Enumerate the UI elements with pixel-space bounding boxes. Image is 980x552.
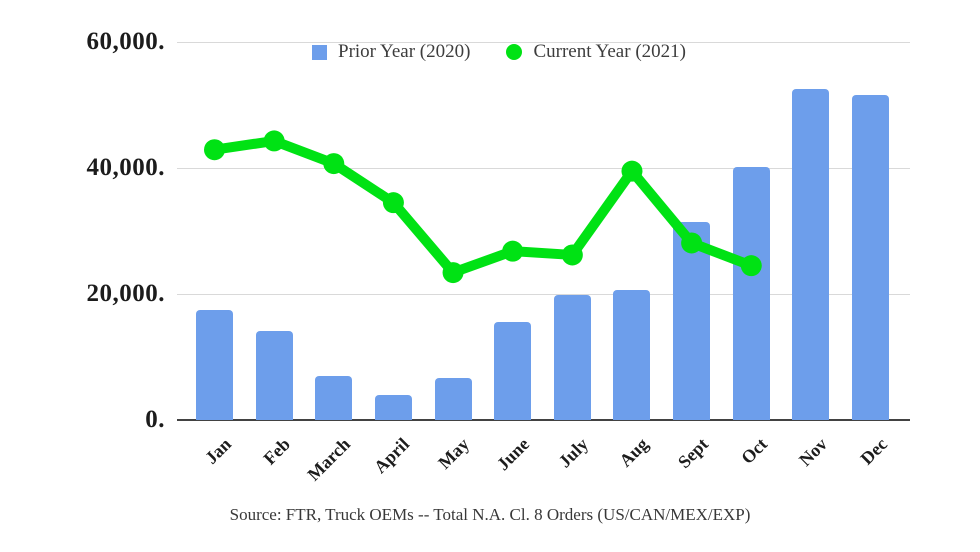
x-label-dec: Dec	[855, 433, 891, 469]
prior-year-swatch-icon	[312, 44, 327, 60]
x-label-sept: Sept	[673, 433, 712, 473]
legend-label-prior-year: Prior Year (2020)	[338, 41, 471, 62]
line-point-oct	[740, 255, 762, 277]
chart-legend: Prior Year (2020) Current Year (2021)	[312, 42, 686, 62]
grid-line-60000	[177, 42, 910, 43]
line-point-march	[323, 153, 345, 175]
x-axis-line	[177, 419, 910, 421]
y-tick-label-20000: 20,000.	[86, 280, 165, 307]
x-label-july: July	[554, 433, 593, 472]
y-tick-label-40000: 40,000.	[86, 154, 165, 181]
bar-feb	[255, 331, 293, 420]
y-tick-label-60000: 60,000.	[86, 28, 165, 55]
line-point-may	[442, 262, 464, 284]
bar-nov	[792, 89, 830, 420]
legend-label-current-year: Current Year (2021)	[533, 41, 686, 62]
x-label-april: April	[370, 433, 414, 478]
bar-dec	[852, 94, 890, 420]
x-label-nov: Nov	[794, 433, 831, 470]
line-point-july	[561, 244, 583, 266]
current-year-line	[209, 135, 757, 278]
bar-june	[494, 322, 532, 420]
line-point-sept	[681, 232, 703, 254]
x-label-may: May	[434, 433, 474, 473]
grid-line-20000	[177, 294, 910, 295]
bar-march	[315, 375, 353, 420]
x-label-march: March	[303, 433, 354, 485]
line-point-feb	[263, 130, 285, 152]
line-point-june	[502, 240, 524, 262]
line-point-jan	[204, 139, 225, 161]
bar-may	[434, 378, 472, 420]
grid-line-40000	[177, 168, 910, 169]
x-label-feb: Feb	[259, 433, 295, 469]
x-label-aug: Aug	[615, 433, 653, 471]
bar-july	[553, 295, 591, 420]
current-year-swatch-icon	[506, 44, 523, 60]
line-point-aug	[621, 160, 643, 182]
source-note: Source: FTR, Truck OEMs -- Total N.A. Cl…	[229, 505, 751, 524]
bar-oct	[732, 167, 770, 420]
legend-item-prior-year: Prior Year (2020)	[312, 42, 470, 62]
x-label-oct: Oct	[737, 433, 772, 468]
current-year-line-layer	[204, 130, 762, 284]
bar-april	[374, 394, 412, 420]
line-point-april	[382, 192, 404, 214]
x-label-jan: Jan	[200, 433, 235, 468]
bar-jan	[196, 310, 233, 420]
y-tick-label-0: 0.	[145, 406, 165, 433]
legend-item-current-year: Current Year (2021)	[506, 42, 686, 62]
x-label-june: June	[492, 433, 533, 475]
bar-aug	[613, 290, 651, 420]
bar-sept	[673, 221, 711, 420]
